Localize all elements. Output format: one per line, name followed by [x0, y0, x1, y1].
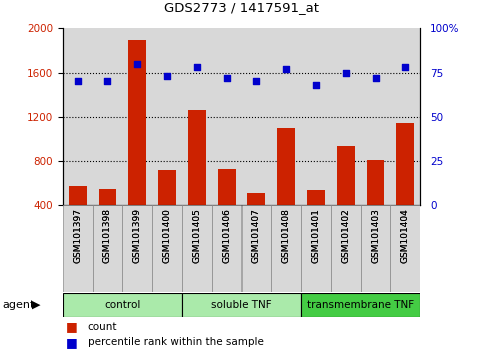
Bar	[361, 205, 390, 292]
Text: GSM101407: GSM101407	[252, 208, 261, 263]
Text: GSM101397: GSM101397	[73, 208, 82, 263]
Text: GSM101402: GSM101402	[341, 208, 350, 263]
Bar	[99, 189, 116, 250]
Bar	[277, 128, 295, 250]
Point	[193, 64, 201, 70]
Bar	[390, 205, 420, 292]
Text: GSM101400: GSM101400	[163, 208, 171, 263]
Text: GSM101404: GSM101404	[401, 208, 410, 263]
Text: percentile rank within the sample: percentile rank within the sample	[88, 337, 264, 348]
Bar	[247, 193, 265, 250]
Bar	[63, 293, 182, 317]
Point	[74, 79, 82, 84]
Bar	[271, 205, 301, 292]
Bar	[188, 110, 206, 250]
Text: transmembrane TNF: transmembrane TNF	[307, 300, 414, 310]
Text: GSM101399: GSM101399	[133, 208, 142, 263]
Bar	[93, 205, 122, 292]
Text: count: count	[88, 321, 117, 332]
Bar	[152, 205, 182, 292]
Bar	[242, 205, 271, 292]
Text: ■: ■	[66, 320, 78, 333]
Text: GSM101401: GSM101401	[312, 208, 320, 263]
Text: GSM101400: GSM101400	[163, 208, 171, 263]
Text: GSM101398: GSM101398	[103, 208, 112, 263]
Bar	[63, 205, 93, 292]
Bar	[69, 186, 86, 250]
Text: GSM101405: GSM101405	[192, 208, 201, 263]
Text: GSM101407: GSM101407	[252, 208, 261, 263]
Text: GSM101399: GSM101399	[133, 208, 142, 263]
Bar	[301, 205, 331, 292]
Bar	[331, 205, 361, 292]
Text: GSM101401: GSM101401	[312, 208, 320, 263]
Text: GSM101406: GSM101406	[222, 208, 231, 263]
Bar	[218, 169, 236, 250]
Bar	[128, 40, 146, 250]
Point	[104, 79, 112, 84]
Bar	[158, 170, 176, 250]
Text: GSM101402: GSM101402	[341, 208, 350, 263]
Text: agent: agent	[2, 300, 35, 310]
Text: GSM101403: GSM101403	[371, 208, 380, 263]
Bar	[212, 205, 242, 292]
Point	[163, 73, 171, 79]
Text: GSM101408: GSM101408	[282, 208, 291, 263]
Bar	[337, 145, 355, 250]
Point	[342, 70, 350, 75]
Point	[282, 66, 290, 72]
Text: soluble TNF: soluble TNF	[211, 300, 272, 310]
Point	[401, 64, 409, 70]
Point	[253, 79, 260, 84]
Text: GSM101404: GSM101404	[401, 208, 410, 263]
Point	[223, 75, 230, 81]
Bar	[182, 205, 212, 292]
Text: ▶: ▶	[32, 300, 41, 310]
Bar	[301, 293, 420, 317]
Text: GSM101405: GSM101405	[192, 208, 201, 263]
Bar	[182, 293, 301, 317]
Text: GSM101397: GSM101397	[73, 208, 82, 263]
Point	[312, 82, 320, 88]
Point	[133, 61, 141, 67]
Text: control: control	[104, 300, 141, 310]
Text: GSM101408: GSM101408	[282, 208, 291, 263]
Text: GSM101406: GSM101406	[222, 208, 231, 263]
Bar	[367, 160, 384, 250]
Bar	[397, 124, 414, 250]
Text: GDS2773 / 1417591_at: GDS2773 / 1417591_at	[164, 1, 319, 14]
Point	[372, 75, 380, 81]
Text: ■: ■	[66, 336, 78, 349]
Text: GSM101398: GSM101398	[103, 208, 112, 263]
Bar	[307, 190, 325, 250]
Bar	[122, 205, 152, 292]
Text: GSM101403: GSM101403	[371, 208, 380, 263]
